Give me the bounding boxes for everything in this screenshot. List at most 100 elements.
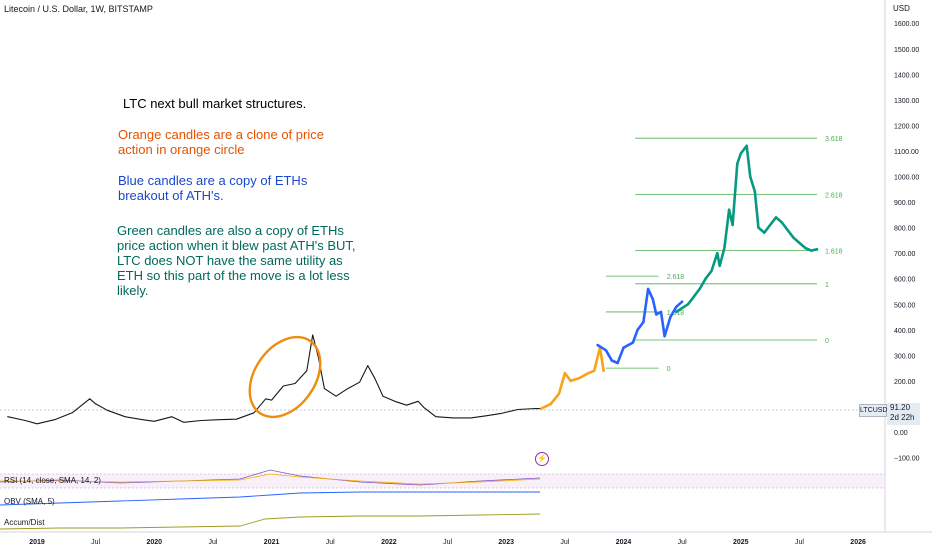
series-point-blue	[669, 315, 672, 319]
series-point-orange	[557, 392, 561, 395]
series-point-green	[675, 310, 678, 314]
series-point-green	[686, 303, 690, 306]
fib-level-label: 2.618	[667, 274, 685, 281]
symbol-title[interactable]: Litecoin / U.S. Dollar, 1W, BITSTAMP	[4, 4, 153, 14]
time-tick-label: 2019	[29, 539, 45, 546]
series-point-orange	[577, 377, 581, 380]
price-tick-label: 0.00	[894, 430, 908, 437]
series-point-green	[745, 144, 748, 148]
series-point-green	[704, 277, 707, 280]
time-tick-label: 2021	[264, 539, 280, 546]
series-point-blue	[659, 310, 663, 314]
series-point-blue	[646, 287, 650, 291]
orange-circle-annotation	[248, 335, 322, 419]
price-tick-label: 900.00	[894, 200, 916, 207]
series-point-green	[792, 236, 795, 240]
price-tick-label: −100.00	[894, 456, 920, 463]
price-tick-label: 1200.00	[894, 123, 919, 130]
series-point-green	[710, 269, 713, 273]
series-point-blue	[604, 349, 608, 352]
annotation-blue: Blue candles are a copy of ETHs breakout…	[118, 173, 308, 203]
obv-label[interactable]: OBV (SMA, 5)	[4, 497, 55, 506]
accum-line	[0, 513, 541, 530]
rsi-label[interactable]: RSI (14, close, SMA, 14, 2)	[4, 476, 101, 485]
series-point-green	[731, 223, 734, 227]
series-point-green	[809, 249, 813, 252]
series-point-green	[723, 246, 726, 250]
price-tick-label: 1600.00	[894, 21, 919, 28]
price-tick-label: 400.00	[894, 328, 916, 335]
time-tick-label: 2020	[147, 539, 163, 546]
time-tick-label: 2024	[616, 539, 632, 546]
series-point-blue	[642, 320, 645, 324]
series-point-green	[692, 295, 696, 298]
series-point-blue	[596, 343, 599, 347]
series-point-green	[698, 287, 701, 291]
rsi-ma-line	[0, 473, 541, 485]
time-tick-label: 2026	[850, 539, 866, 546]
series-point-blue	[655, 313, 658, 316]
series-point-green	[815, 248, 819, 251]
price-tick-label: 800.00	[894, 226, 916, 233]
symbol-badge: LTCUSD	[859, 404, 887, 417]
time-tick-label: Jul	[208, 539, 217, 546]
fib-level-label: 1	[825, 282, 829, 289]
obv-line	[0, 491, 540, 506]
fib-level-label: 0	[825, 338, 829, 345]
series-point-blue	[616, 361, 619, 365]
series-point-green	[774, 216, 778, 219]
time-tick-label: Jul	[678, 539, 687, 546]
series-line-historical[interactable]	[7, 334, 542, 425]
last-price-badge: 91.20 2d 22h	[887, 403, 920, 425]
fib-level-label: 1.618	[667, 310, 685, 317]
currency-label: USD	[893, 4, 910, 13]
series-point-green	[718, 264, 721, 268]
series-point-blue	[651, 297, 655, 301]
annotation-orange: Orange candles are a clone of price acti…	[118, 127, 324, 157]
series-line-orange[interactable]	[540, 346, 605, 410]
series-point-orange	[592, 369, 596, 372]
price-tick-label: 300.00	[894, 353, 916, 360]
lightning-icon[interactable]: ⚡	[535, 452, 549, 466]
time-tick-label: Jul	[795, 539, 804, 546]
rsi-band	[0, 474, 885, 488]
series-point-blue	[680, 300, 684, 303]
series-point-orange	[587, 372, 590, 375]
time-tick-label: Jul	[443, 539, 452, 546]
accum-dist-label[interactable]: Accum/Dist	[4, 518, 45, 527]
time-tick-label: 2022	[381, 539, 397, 546]
series-point-green	[798, 241, 801, 245]
fib-level-label: 0	[667, 366, 671, 373]
price-tick-label: 1500.00	[894, 47, 919, 54]
series-point-blue	[663, 334, 666, 338]
price-tick-label: 500.00	[894, 302, 916, 309]
series-point-blue	[636, 328, 639, 331]
fib-level-label: 2.618	[825, 192, 843, 199]
price-tick-label: 1100.00	[894, 149, 919, 156]
series-point-green	[736, 162, 739, 165]
price-tick-label: 700.00	[894, 251, 916, 258]
time-tick-label: 2025	[733, 539, 749, 546]
series-point-green	[804, 246, 807, 250]
series-point-blue	[675, 305, 678, 309]
series-point-green	[763, 231, 766, 234]
time-tick-label: Jul	[326, 539, 335, 546]
series-line-blue[interactable]	[596, 287, 684, 365]
series-point-green	[727, 208, 731, 211]
series-point-orange	[569, 379, 572, 383]
series-point-green	[757, 226, 760, 229]
series-point-green	[780, 221, 784, 224]
price-tick-label: 1400.00	[894, 72, 919, 79]
series-point-blue	[610, 359, 613, 362]
series-point-green	[768, 223, 772, 227]
series-point-orange	[549, 402, 552, 406]
fib-level-label: 3.618	[825, 136, 843, 143]
time-tick-label: Jul	[560, 539, 569, 546]
annotation-green: Green candles are also a copy of ETHs pr…	[117, 223, 356, 298]
price-tick-label: 200.00	[894, 379, 916, 386]
series-point-green	[748, 175, 752, 178]
last-price-value: 91.20	[890, 403, 911, 412]
price-tick-label: 1000.00	[894, 175, 919, 182]
